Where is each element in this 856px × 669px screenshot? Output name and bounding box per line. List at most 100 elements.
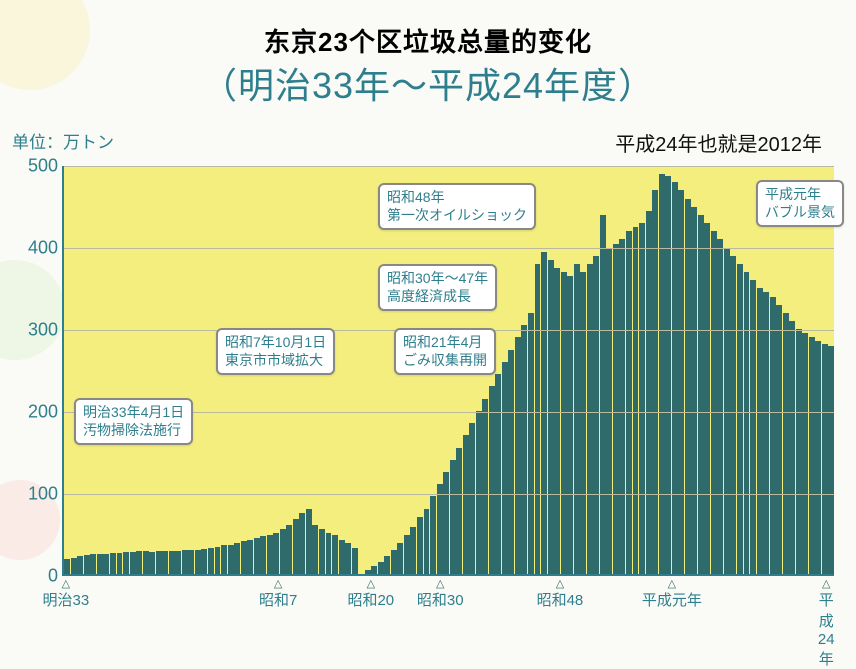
bar (221, 545, 227, 574)
bar (528, 313, 534, 574)
bar (136, 551, 142, 574)
bar (299, 513, 305, 574)
bar (306, 509, 312, 574)
bar (724, 248, 730, 574)
bar (685, 199, 691, 574)
bar (130, 552, 136, 574)
bar (97, 554, 103, 574)
bar (90, 554, 96, 574)
y-tick-label: 300 (28, 320, 58, 341)
bar (391, 550, 397, 574)
bar (378, 562, 384, 574)
bar (430, 496, 436, 574)
bar (482, 399, 488, 574)
bar (815, 341, 821, 574)
bar (117, 553, 123, 574)
bar (508, 350, 514, 574)
bar (110, 553, 116, 574)
bar (208, 548, 214, 574)
bar (188, 550, 194, 574)
bar (293, 519, 299, 574)
bar (796, 329, 802, 574)
bar (502, 362, 508, 574)
y-tick-label: 100 (28, 484, 58, 505)
bar (273, 533, 279, 574)
callout: 平成元年バブル景気 (756, 180, 844, 227)
x-tick-label: △昭和30 (417, 577, 464, 610)
bar (619, 239, 625, 574)
bar (339, 540, 345, 574)
note-right: 平成24年也就是2012年 (615, 128, 822, 157)
bar (365, 570, 371, 574)
bar (241, 541, 247, 574)
bar (319, 529, 325, 574)
bar (332, 535, 338, 574)
bar (606, 248, 612, 574)
bar (626, 231, 632, 574)
x-tick-label: △明治33 (43, 577, 90, 610)
x-tick-label: △昭和20 (347, 577, 394, 610)
title-jp: （明治33年～平成24年度） (10, 57, 846, 109)
bar (828, 346, 834, 574)
bar (371, 566, 377, 574)
callout: 昭和30年～47年高度経済成長 (378, 264, 497, 311)
bar (234, 543, 240, 574)
bar (633, 227, 639, 574)
bar (312, 525, 318, 574)
bar (345, 543, 351, 574)
bar (639, 223, 645, 574)
bar (750, 280, 756, 574)
bar (730, 256, 736, 574)
bar (476, 411, 482, 574)
bar (587, 264, 593, 574)
bar (384, 556, 390, 574)
bar (770, 297, 776, 574)
bar (175, 551, 181, 574)
bar (64, 559, 70, 574)
bar (123, 552, 129, 574)
bar (143, 551, 149, 574)
bar (463, 435, 469, 574)
y-tick-label: 200 (28, 402, 58, 423)
bar (646, 211, 652, 574)
bar (156, 551, 162, 574)
x-tick-label: △昭和7 (259, 577, 297, 610)
bar (600, 215, 606, 574)
callout: 明治33年4月1日汚物掃除法施行 (74, 398, 193, 445)
bar (267, 535, 273, 574)
bar (783, 313, 789, 574)
bar (286, 525, 292, 574)
bar (717, 239, 723, 574)
bar (424, 509, 430, 574)
bar (776, 305, 782, 574)
bar (744, 272, 750, 574)
bar (456, 448, 462, 574)
bar (443, 472, 449, 574)
bar (659, 174, 665, 574)
bar (410, 527, 416, 574)
bar (71, 558, 77, 574)
callout: 昭和7年10月1日東京市市域拡大 (216, 328, 335, 375)
bar (417, 517, 423, 574)
bar (561, 272, 567, 574)
bar (574, 264, 580, 574)
x-tick-label: △平成元年 (642, 577, 702, 610)
x-tick-label: △平成24年 (818, 577, 835, 669)
bar (489, 386, 495, 574)
bar (757, 288, 763, 574)
bar (201, 549, 207, 574)
bar (789, 321, 795, 574)
bar (672, 182, 678, 574)
bar (802, 333, 808, 574)
bar (737, 264, 743, 574)
bar (228, 545, 234, 574)
bar (280, 529, 286, 574)
bar (515, 337, 521, 574)
bar (469, 423, 475, 574)
bar (404, 535, 410, 574)
bar (809, 337, 815, 574)
x-tick-label: △昭和48 (537, 577, 584, 610)
bar (521, 325, 527, 574)
bar (711, 231, 717, 574)
bar (548, 260, 554, 574)
